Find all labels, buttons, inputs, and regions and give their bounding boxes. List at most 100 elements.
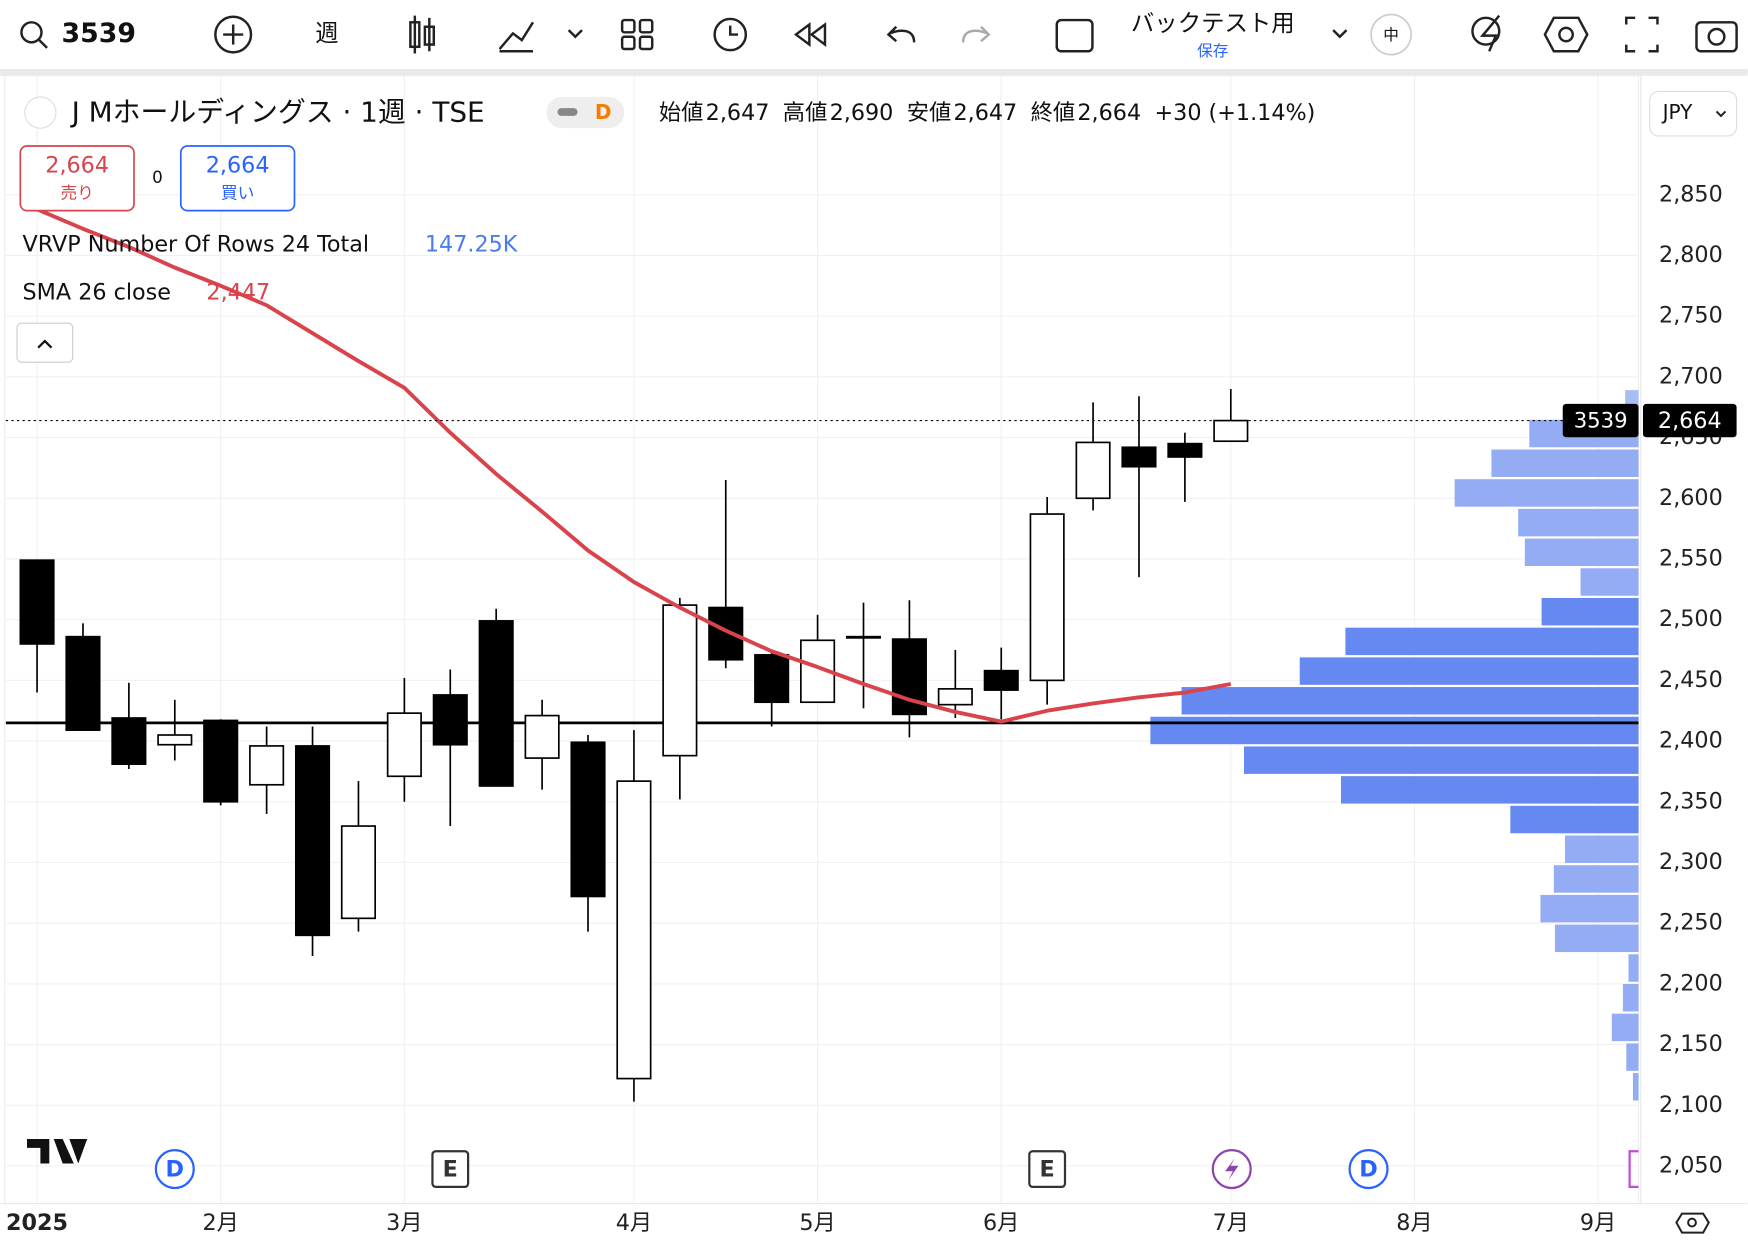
fullscreen-icon[interactable] — [1625, 16, 1659, 53]
camera-icon[interactable] — [1695, 21, 1738, 53]
ohlc-label: 高値 — [783, 100, 828, 126]
logo — [24, 96, 57, 129]
symbol-tag-label: 3539 — [1574, 408, 1628, 433]
volume-row — [1454, 479, 1639, 507]
candle-body — [1075, 441, 1111, 500]
y-tick-label: 2,850 — [1659, 181, 1723, 207]
candle-body — [1213, 419, 1249, 443]
interval[interactable]: 週 — [315, 19, 338, 47]
candle-body — [1121, 446, 1157, 468]
symbol[interactable]: 3539 — [62, 18, 136, 49]
dropdown[interactable] — [567, 29, 583, 39]
volume-row — [1626, 1043, 1639, 1071]
candle-body — [111, 717, 147, 765]
candle-body — [157, 734, 193, 746]
candle-body — [570, 741, 606, 898]
event-marker[interactable] — [431, 1150, 470, 1189]
layout-box[interactable] — [1055, 18, 1094, 53]
candle-body — [340, 825, 377, 920]
symbol-tag — [1562, 403, 1639, 438]
sma-value: 2,447 — [206, 280, 270, 306]
axis-settings-dot — [1687, 1217, 1697, 1228]
volume-row — [1518, 508, 1639, 537]
size-label[interactable]: 中 — [1383, 26, 1399, 44]
x-tick-label: 2月 — [202, 1210, 238, 1236]
candle-body — [937, 688, 973, 706]
axis-settings[interactable] — [1675, 1212, 1710, 1234]
price-tag — [1642, 403, 1737, 438]
replay-icon[interactable] — [793, 22, 827, 48]
vrvp-total: 147.25K — [425, 232, 519, 258]
y-tick-label: 2,250 — [1659, 910, 1723, 936]
layout-name[interactable]: バックテスト用 — [1131, 9, 1295, 37]
y-tick-label: 2,600 — [1659, 485, 1723, 511]
add-icon[interactable] — [214, 15, 253, 54]
currency: JPY — [1661, 100, 1694, 124]
y-tick-label: 2,500 — [1659, 606, 1723, 632]
candle-body — [800, 639, 836, 704]
y-tick-label: 2,350 — [1659, 788, 1723, 814]
pill-dot — [557, 108, 578, 116]
source: D — [595, 100, 612, 124]
event-marker[interactable] — [154, 1149, 195, 1190]
layout-icon[interactable] — [620, 18, 636, 34]
candle-body — [524, 714, 560, 759]
dropdown[interactable] — [1332, 29, 1348, 39]
x-tick-label: 2025 — [6, 1210, 68, 1236]
volume-row — [1524, 538, 1639, 567]
buy-button[interactable] — [179, 145, 296, 212]
candle-body — [1167, 442, 1203, 458]
candle-body — [708, 606, 744, 661]
candle-body — [249, 745, 285, 786]
sell-button[interactable] — [19, 145, 135, 212]
ohlc-value: 2,647 — [706, 100, 770, 126]
sell-label: 売り — [60, 182, 93, 202]
event-label: E — [1040, 1157, 1055, 1183]
ohlc-value: 2,647 — [953, 100, 1017, 126]
save[interactable]: 保存 — [1197, 42, 1228, 60]
y-tick-label: 2,150 — [1659, 1031, 1723, 1057]
candle-body — [983, 669, 1019, 691]
volume-row — [1541, 597, 1639, 626]
event-bracket — [1628, 1150, 1639, 1189]
change: +30 (+1.14%) — [1155, 100, 1316, 126]
sell-price: 2,664 — [45, 153, 109, 179]
currency-button[interactable] — [1649, 90, 1738, 137]
size-button[interactable] — [1370, 13, 1413, 56]
collapse-button[interactable] — [16, 322, 74, 363]
candle-body — [203, 719, 239, 803]
tv-logo — [27, 1138, 88, 1164]
y-tick-label: 2,750 — [1659, 303, 1723, 329]
x-tick-label: 7月 — [1213, 1210, 1249, 1236]
x-tick-label: 3月 — [386, 1210, 422, 1236]
search-icon[interactable] — [20, 21, 43, 44]
sma-line — [36, 207, 1232, 724]
redo-icon[interactable] — [961, 25, 991, 43]
sma-label: SMA 26 close — [23, 280, 171, 306]
undo-icon[interactable] — [886, 25, 916, 43]
ohlc-label: 終値 — [1031, 100, 1076, 126]
volume-row — [1540, 894, 1639, 923]
volume-row — [1340, 776, 1639, 804]
spread: 0 — [152, 167, 163, 187]
volume-row — [1553, 865, 1639, 893]
overlay: JPY J Mホールディングス · 1週 · TSE D 2,664 売り 0 … — [6, 90, 1738, 1236]
y-tick-label: 2,200 — [1659, 970, 1723, 996]
alert-icon[interactable] — [713, 17, 748, 52]
x-tick-label: 8月 — [1396, 1210, 1432, 1236]
candle-body — [662, 604, 698, 757]
price-tag-label: 2,664 — [1658, 408, 1722, 434]
settings-icon[interactable] — [1543, 16, 1589, 53]
volume-row — [1628, 954, 1639, 982]
x-tick-label: 9月 — [1580, 1210, 1616, 1236]
event-marker[interactable] — [1348, 1149, 1389, 1190]
volume-row — [1632, 1073, 1639, 1101]
source-pill — [546, 96, 625, 129]
candle-body — [616, 780, 652, 1080]
volume-row — [1150, 716, 1639, 745]
event-marker[interactable] — [1028, 1150, 1067, 1189]
buy-price: 2,664 — [206, 153, 270, 179]
volume-row — [1244, 746, 1639, 774]
indicator-icon[interactable] — [498, 21, 535, 53]
